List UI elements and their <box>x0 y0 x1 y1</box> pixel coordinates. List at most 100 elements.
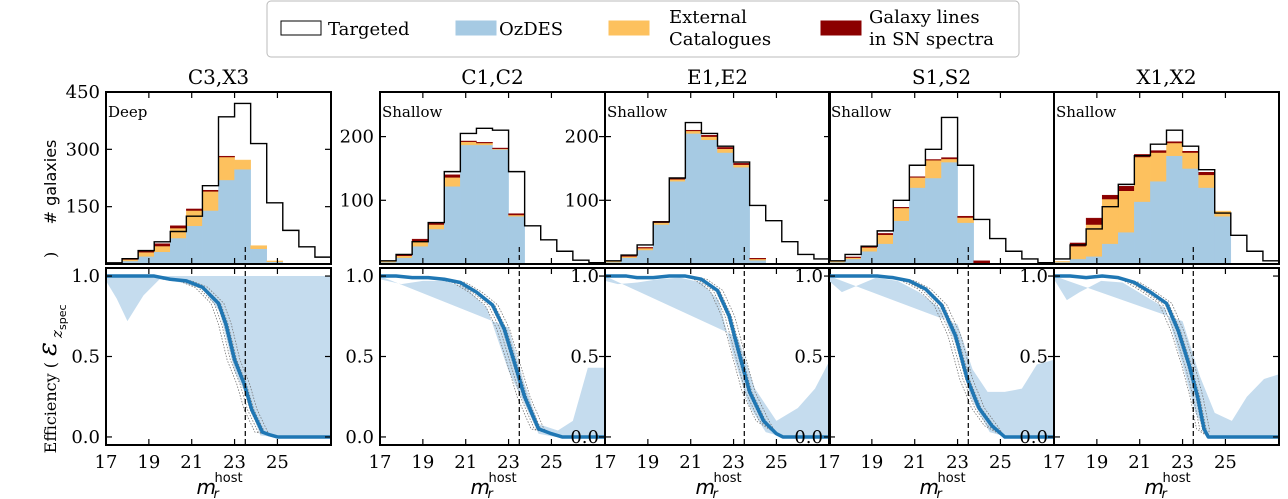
y-tick-label: 300 <box>66 139 100 160</box>
x-tick-label: 19 <box>860 452 883 473</box>
depth-label: Deep <box>108 103 147 121</box>
galaxy-lines-bar <box>876 233 894 235</box>
histogram <box>1054 129 1279 265</box>
legend-swatch <box>608 20 650 36</box>
ozdes-bar <box>717 152 734 265</box>
ozdes-bar <box>1182 168 1199 265</box>
x-label-sup: host <box>489 471 517 486</box>
efficiency-uncertainty-band <box>605 276 830 437</box>
efficiency-realisation-line <box>1054 275 1279 438</box>
efficiency-uncertainty-band <box>106 276 331 437</box>
y-tick-label: 0.0 <box>1019 427 1048 448</box>
depth-label: Shallow <box>607 103 668 121</box>
x-label-sup: host <box>714 471 742 486</box>
y-label-galaxies: # galaxies <box>41 140 60 225</box>
histogram-frame <box>1053 91 1280 265</box>
external-catalogue-bar <box>460 141 477 146</box>
y-tick-label: 450 <box>66 82 100 103</box>
ozdes-bar <box>202 210 219 265</box>
targeted-histogram-outline <box>1054 129 1279 264</box>
x-label-sub: r <box>937 487 944 499</box>
histogram-frame <box>105 91 332 265</box>
legend-item: OzDES <box>455 19 563 40</box>
x-label-base: m <box>471 475 490 499</box>
efficiency-uncertainty-band <box>380 276 605 437</box>
galaxy-lines-bar <box>957 215 974 218</box>
panel-title: C1,C2 <box>461 65 523 89</box>
x-tick-label: 25 <box>266 452 289 473</box>
panel-title: X1,X2 <box>1136 65 1196 89</box>
external-catalogue-bar <box>636 247 654 251</box>
external-catalogue-bar <box>476 142 493 146</box>
y-label-efficiency-prefix: Efficiency ( <box>41 362 60 453</box>
depth-label: Shallow <box>382 103 443 121</box>
ozdes-bar <box>1166 155 1183 265</box>
external-catalogue-bar <box>701 136 718 141</box>
efficiency-curve <box>829 274 1054 439</box>
external-catalogue-bar <box>685 130 702 134</box>
efficiency-plot <box>106 274 331 439</box>
ozdes-bar <box>733 166 750 265</box>
galaxy-lines-bar <box>170 225 187 229</box>
galaxy-lines-bar <box>844 256 862 258</box>
efficiency-curve <box>380 274 605 439</box>
y-label-sub-spec: spec <box>56 304 69 330</box>
x-label-base: m <box>920 475 939 499</box>
external-catalogue-bar <box>1166 142 1183 156</box>
x-label-sup: host <box>215 471 243 486</box>
galaxy-lines-bar <box>218 155 235 158</box>
targeted-histogram-outline <box>829 116 1054 264</box>
x-label-sup: host <box>1163 471 1191 486</box>
external-catalogue-bar <box>909 177 926 188</box>
external-catalogue-bar <box>380 261 397 263</box>
efficiency-uncertainty-band <box>829 276 1054 437</box>
ozdes-bar <box>1198 187 1215 265</box>
x-tick-label: 21 <box>180 452 203 473</box>
external-catalogue-bar <box>860 247 878 252</box>
external-catalogue-bar <box>186 210 203 227</box>
ozdes-bar <box>1085 256 1103 265</box>
galaxy-lines-bar <box>941 157 958 160</box>
x-label-base: m <box>197 475 216 499</box>
efficiency-plot <box>1054 274 1279 439</box>
ozdes-bar <box>492 149 509 265</box>
external-catalogue-bar <box>717 148 734 153</box>
y-axis-labels: # galaxies Efficiency ( ε z spec ) <box>33 140 69 454</box>
y-label-efficiency: Efficiency ( ε z spec ) <box>33 252 69 454</box>
external-catalogue-bar <box>250 245 267 249</box>
depth-label: Shallow <box>831 103 892 121</box>
galaxy-lines-bar <box>460 140 477 142</box>
galaxy-lines-bar <box>1118 186 1135 191</box>
y-tick-label: 1.0 <box>570 266 599 287</box>
y-tick-label: 200 <box>565 127 599 148</box>
ozdes-bar <box>941 161 958 265</box>
y-tick-label: 0.5 <box>570 347 599 368</box>
efficiency-realisation-line <box>829 275 1054 438</box>
ozdes-bar <box>876 243 894 265</box>
galaxy-lines-bar <box>1182 150 1199 153</box>
galaxy-lines-bar <box>186 208 203 211</box>
ozdes-bar <box>925 177 942 265</box>
y-tick-label: 0.0 <box>794 427 823 448</box>
efficiency-uncertainty-band <box>1054 276 1279 437</box>
ozdes-bar <box>476 144 493 265</box>
galaxy-lines-bar <box>925 159 942 161</box>
external-catalogue-bar <box>1134 156 1151 202</box>
external-catalogue-bar <box>153 245 171 253</box>
x-label-sub: r <box>488 487 495 499</box>
galaxy-lines-bar <box>893 207 910 209</box>
efficiency-curve <box>605 274 830 439</box>
ozdes-bar <box>153 251 171 265</box>
x-tick-label: 17 <box>95 452 118 473</box>
external-catalogue-bar <box>1150 152 1167 182</box>
y-label-epsilon: ε <box>33 342 63 356</box>
external-catalogue-bar <box>234 159 251 170</box>
efficiency-realisation-line <box>1054 275 1279 438</box>
external-catalogue-bar <box>669 179 686 182</box>
